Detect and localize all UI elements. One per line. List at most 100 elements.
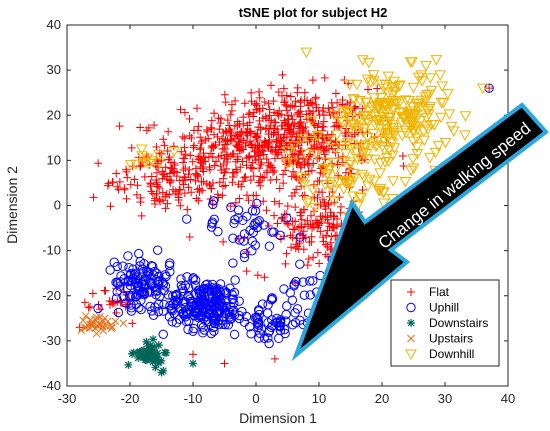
point-flat <box>150 121 159 130</box>
y-tick-label: -30 <box>42 333 61 348</box>
point-downstairs <box>148 352 157 361</box>
x-tick-label: -20 <box>121 391 140 406</box>
point-downhill <box>409 121 422 133</box>
point-flat <box>248 158 257 167</box>
point-downstairs <box>157 368 166 377</box>
point-flat <box>283 202 292 211</box>
point-flat <box>207 125 216 134</box>
point-flat <box>84 303 93 312</box>
point-flat <box>316 227 325 236</box>
point-flat <box>292 240 301 249</box>
point-flat <box>277 110 286 119</box>
point-flat <box>112 169 121 178</box>
point-upstairs <box>88 319 97 328</box>
point-flat <box>197 139 206 148</box>
point-downhill <box>388 104 400 115</box>
point-uphill <box>227 306 238 316</box>
point-flat <box>266 163 275 172</box>
point-uphill <box>247 246 257 256</box>
point-flat <box>80 298 89 307</box>
point-flat <box>235 130 244 139</box>
point-downhill <box>302 195 315 207</box>
point-downhill <box>124 160 137 171</box>
point-flat <box>308 76 317 85</box>
point-downhill <box>382 156 395 168</box>
x-tick-label: 0 <box>252 391 259 406</box>
point-flat <box>316 200 325 209</box>
point-flat <box>214 152 223 161</box>
y-tick-label: -20 <box>42 288 61 303</box>
point-downhill <box>308 202 321 214</box>
point-downstairs <box>160 348 169 357</box>
point-flat <box>268 147 277 156</box>
point-downhill <box>328 177 341 188</box>
point-downstairs <box>134 353 143 362</box>
point-flat <box>318 233 327 242</box>
point-flat <box>297 215 306 224</box>
arrow-shape <box>291 102 549 362</box>
point-uphill <box>228 258 238 268</box>
point-flat <box>255 116 264 125</box>
point-flat <box>298 231 307 240</box>
x-tick-label: -10 <box>184 391 203 406</box>
point-flat <box>217 166 226 175</box>
point-flat <box>115 177 124 186</box>
point-flat <box>120 185 129 194</box>
point-flat <box>277 121 286 130</box>
point-flat <box>187 133 196 142</box>
point-downhill <box>405 165 417 177</box>
point-flat <box>156 197 165 206</box>
point-flat <box>148 189 157 198</box>
point-flat <box>180 134 189 143</box>
point-flat <box>312 140 321 149</box>
point-flat <box>314 188 323 197</box>
point-downhill <box>421 89 434 101</box>
point-flat <box>253 142 262 151</box>
point-flat <box>212 157 221 166</box>
point-flat <box>311 100 320 109</box>
x-tick-label: -30 <box>58 391 77 406</box>
point-flat <box>136 198 145 207</box>
point-flat <box>228 172 237 181</box>
point-uphill <box>211 295 221 306</box>
point-upstairs <box>77 326 86 334</box>
x-axis-label: Dimension 1 <box>239 410 317 426</box>
point-downhill <box>307 185 319 196</box>
point-flat <box>206 194 215 203</box>
point-downhill <box>366 138 379 150</box>
point-flat <box>282 249 291 258</box>
point-flat <box>320 202 329 211</box>
point-uphill <box>158 279 169 289</box>
point-downhill <box>382 71 395 83</box>
legend-label-flat: Flat <box>429 285 450 299</box>
point-downhill <box>281 158 293 169</box>
point-flat <box>247 88 256 97</box>
point-flat <box>243 125 252 134</box>
point-flat <box>241 172 250 181</box>
point-downstairs <box>141 352 150 361</box>
point-flat <box>279 134 288 143</box>
point-uphill <box>250 206 261 216</box>
point-uphill <box>267 320 278 331</box>
point-downhill <box>363 106 375 117</box>
point-flat <box>291 97 300 106</box>
point-uphill <box>200 298 210 308</box>
point-flat <box>235 146 244 155</box>
y-axis-label: Dimension 2 <box>4 166 20 244</box>
point-flat <box>258 146 267 155</box>
point-downhill <box>380 99 393 111</box>
point-flat <box>186 151 195 160</box>
series-downhill <box>124 47 489 222</box>
point-flat <box>206 123 215 132</box>
x-axis: -30 -20 -10 0 10 20 30 40 <box>58 25 515 406</box>
point-uphill <box>164 260 175 271</box>
point-flat <box>190 141 199 150</box>
point-downhill <box>340 148 352 160</box>
point-downhill <box>330 143 343 155</box>
point-uphill <box>112 287 122 297</box>
point-flat <box>255 104 264 113</box>
point-flat <box>185 232 194 241</box>
point-uphill <box>177 283 188 294</box>
point-flat <box>213 190 222 199</box>
y-axis: -40 -30 -20 -10 0 10 20 30 40 <box>42 17 508 393</box>
